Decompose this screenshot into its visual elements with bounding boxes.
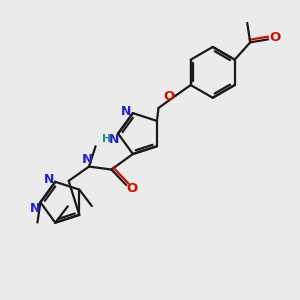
- Text: H: H: [102, 134, 111, 144]
- Text: O: O: [127, 182, 138, 195]
- Text: N: N: [30, 202, 40, 215]
- Text: N: N: [121, 105, 131, 118]
- Text: O: O: [269, 32, 280, 44]
- Text: N: N: [82, 154, 93, 166]
- Text: N: N: [108, 133, 119, 146]
- Text: N: N: [44, 173, 54, 186]
- Text: O: O: [164, 91, 175, 103]
